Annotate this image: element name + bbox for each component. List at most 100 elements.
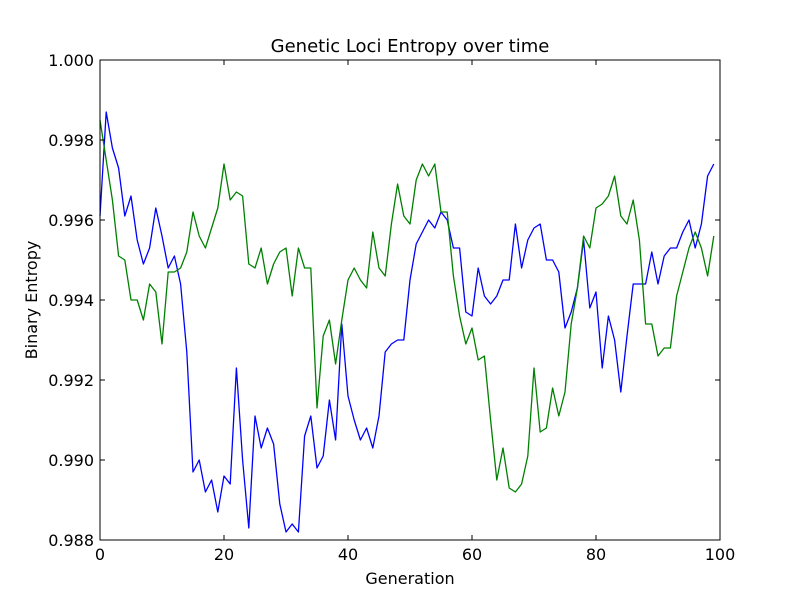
series-2-point <box>155 291 156 292</box>
x-tick-label: 100 <box>705 545 736 564</box>
series-1-point <box>490 303 491 304</box>
series-2-point <box>298 247 299 248</box>
series-2-point <box>453 275 454 276</box>
series-2-point <box>527 455 528 456</box>
series-2-point <box>230 199 231 200</box>
series-2-point <box>478 359 479 360</box>
series-1-point <box>304 435 305 436</box>
series-1-point <box>347 395 348 396</box>
series-1-point <box>161 235 162 236</box>
y-tick-label: 0.992 <box>48 371 94 390</box>
series-1-point <box>279 503 280 504</box>
series-2-point <box>602 203 603 204</box>
series-2-point <box>490 419 491 420</box>
series-2-point <box>310 267 311 268</box>
series-1-point <box>564 327 565 328</box>
x-tick-label: 20 <box>214 545 234 564</box>
series-1-point <box>626 335 627 336</box>
series-1-point <box>478 267 479 268</box>
series-2-point <box>428 175 429 176</box>
series-1-point <box>484 295 485 296</box>
series-2-point <box>174 271 175 272</box>
series-1-point <box>657 283 658 284</box>
series-2-point <box>279 251 280 252</box>
series-2-point <box>409 223 410 224</box>
series-1-point <box>205 491 206 492</box>
plot-area <box>99 111 715 533</box>
series-2-point <box>366 287 367 288</box>
series-2-point <box>608 195 609 196</box>
series-2-point <box>242 195 243 196</box>
x-axis-label: Generation <box>365 569 454 588</box>
series-2-point <box>192 211 193 212</box>
series-1-point <box>670 247 671 248</box>
series-2-point <box>223 163 224 164</box>
series-1-point <box>676 247 677 248</box>
series-2-point <box>626 223 627 224</box>
series-2-point <box>533 367 534 368</box>
series-2-point <box>372 231 373 232</box>
series-2-point <box>496 479 497 480</box>
y-axis-label: Binary Entropy <box>22 241 41 360</box>
series-1-point <box>329 399 330 400</box>
series-1-point <box>149 247 150 248</box>
series-2-point <box>633 199 634 200</box>
series-2-point <box>143 319 144 320</box>
series-2-point <box>484 355 485 356</box>
series-1-point <box>143 263 144 264</box>
series-1-point <box>546 259 547 260</box>
series-1-point <box>688 219 689 220</box>
series-2-point <box>292 295 293 296</box>
series-1-point <box>130 195 131 196</box>
series-2-point <box>701 247 702 248</box>
series-1-point <box>112 147 113 148</box>
x-tick-label: 0 <box>95 545 105 564</box>
series-2-point <box>670 347 671 348</box>
series-1-point <box>236 367 237 368</box>
series-2-point <box>502 447 503 448</box>
series-1-point <box>558 271 559 272</box>
series-1-point <box>459 247 460 248</box>
series-1-point <box>174 255 175 256</box>
series-1-point <box>571 311 572 312</box>
series-2-point <box>137 299 138 300</box>
series-2-point <box>589 247 590 248</box>
series-1-point <box>180 283 181 284</box>
series-1-point <box>242 459 243 460</box>
series-1-point <box>453 247 454 248</box>
series-2-point <box>130 299 131 300</box>
series-1-point <box>608 315 609 316</box>
series-2-point <box>639 239 640 240</box>
series-1-point <box>639 283 640 284</box>
series-2-point <box>180 267 181 268</box>
series-1-point <box>465 311 466 312</box>
series-1-point <box>335 439 336 440</box>
series-2-point <box>577 287 578 288</box>
series-1-point <box>310 415 311 416</box>
series-2-point <box>347 279 348 280</box>
series-2-point <box>509 487 510 488</box>
series-1-point <box>261 447 262 448</box>
axis-ticks: 0 20 40 60 80 100 0.988 0.990 0.992 0.994 0.996 0.9… <box>48 51 735 564</box>
series-2-point <box>149 283 150 284</box>
series-1-point <box>409 279 410 280</box>
series-1-point <box>397 339 398 340</box>
series-1-point <box>707 175 708 176</box>
series-1-point <box>292 523 293 524</box>
series-2-point <box>397 183 398 184</box>
series-2-point <box>391 223 392 224</box>
series-2-point <box>688 247 689 248</box>
series-1-point <box>118 167 119 168</box>
series-2-point <box>707 275 708 276</box>
series-2-point <box>422 163 423 164</box>
series-2-point <box>664 347 665 348</box>
series-1-point <box>192 471 193 472</box>
series-2-point <box>378 267 379 268</box>
series-1-point <box>378 415 379 416</box>
series-2-point <box>261 247 262 248</box>
series-2-point <box>583 235 584 236</box>
series-2-point <box>416 179 417 180</box>
series-2-point <box>211 227 212 228</box>
series-2-point <box>558 415 559 416</box>
series-2-point <box>354 267 355 268</box>
